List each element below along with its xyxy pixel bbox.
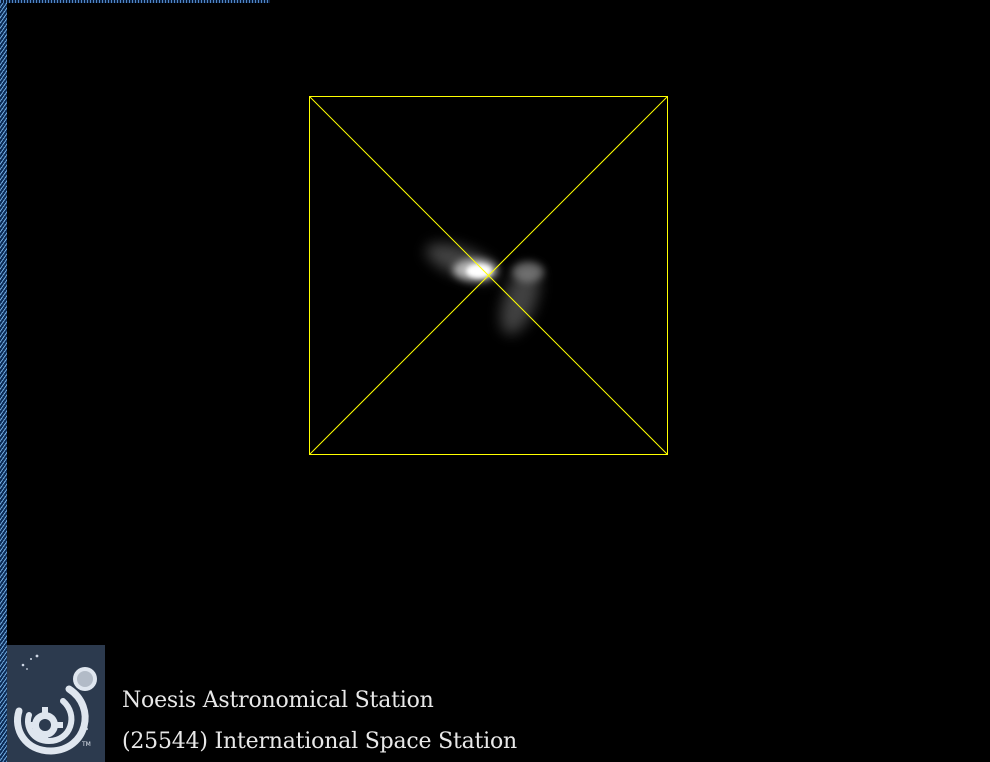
observatory-logo: TM [7, 645, 105, 762]
top-window-border [0, 0, 270, 3]
caption-block: Noesis Astronomical Station (25544) Inte… [122, 680, 517, 762]
trademark-mark: TM [81, 741, 91, 748]
observatory-logo-icon: TM [14, 654, 97, 755]
iss-satellite-blob [425, 243, 544, 335]
target-box-icon [309, 96, 668, 455]
station-name: Noesis Astronomical Station [122, 688, 434, 713]
target-name: (25544) International Space Station [122, 729, 518, 754]
left-window-border [0, 0, 7, 762]
